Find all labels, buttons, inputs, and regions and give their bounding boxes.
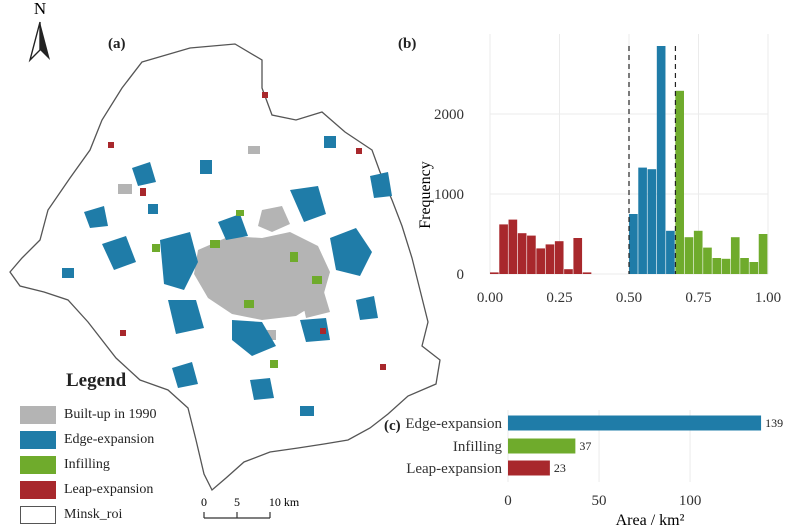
- area-bar: [508, 415, 762, 431]
- leap-expansion-areas: [108, 92, 386, 370]
- hist-bar: [527, 235, 536, 274]
- area-bar: [508, 438, 576, 454]
- hist-bar: [554, 241, 564, 274]
- legend-label: Edge-expansion: [64, 432, 155, 447]
- legend-item-edge: Edge-expansion: [20, 431, 154, 449]
- hist-bar: [758, 234, 768, 274]
- histogram-ylabel: Frequency: [417, 161, 434, 229]
- area-bar-chart: 0 50 100 Edge-expansion 139 Infilling 37 Leap-e…: [405, 410, 783, 528]
- hist-ytick-label: 1000: [434, 187, 464, 203]
- hist-bar: [666, 230, 675, 274]
- hist-bar: [629, 214, 638, 274]
- hist-bar: [693, 230, 703, 274]
- area-value-label: 23: [554, 461, 566, 475]
- area-xlabel: Area / km²: [616, 512, 685, 528]
- legend-label: Minsk_roi: [64, 507, 123, 522]
- area-bar: [508, 460, 550, 476]
- hist-xtick-label: 1.00: [755, 290, 781, 306]
- hist-bar: [499, 224, 508, 274]
- scale-label-0: 0: [201, 495, 207, 509]
- hist-bar: [675, 90, 684, 274]
- legend-item-roi: Minsk_roi: [20, 506, 122, 524]
- legend-item-leap: Leap-expansion: [20, 481, 153, 499]
- scale-bar: [203, 512, 271, 519]
- legend-swatch-roi: [20, 506, 56, 524]
- hist-bar: [582, 272, 592, 274]
- area-xtick-label: 50: [592, 493, 607, 509]
- hist-ytick-label: 2000: [434, 107, 464, 123]
- area-category-label: Leap-expansion: [406, 461, 502, 477]
- hist-bar: [647, 169, 657, 274]
- hist-bar: [517, 233, 527, 274]
- hist-xtick-label: 0.00: [477, 290, 503, 306]
- legend-item-builtup: Built-up in 1990: [20, 406, 157, 424]
- hist-xtick-label: 0.50: [616, 290, 642, 306]
- area-value-label: 139: [765, 416, 783, 430]
- area-value-label: 37: [579, 439, 591, 453]
- area-category-label: Edge-expansion: [405, 416, 502, 432]
- legend-swatch-edge: [20, 431, 56, 449]
- hist-bar: [545, 244, 555, 274]
- map-panel: N 0 5 10 km: [9, 0, 441, 519]
- legend-swatch-leap: [20, 481, 56, 499]
- histogram-chart: 0.00 0.25 0.50 0.75 1.00 0 1000 2000 Frequency: [417, 34, 781, 306]
- legend-label: Leap-expansion: [64, 482, 154, 497]
- hist-bar: [749, 262, 759, 274]
- scale-label-5: 5: [234, 495, 240, 509]
- hist-bar: [721, 258, 731, 274]
- hist-bar: [508, 219, 518, 274]
- hist-bar: [730, 237, 740, 274]
- hist-xtick-label: 0.75: [685, 290, 711, 306]
- scale-label-10: 10 km: [269, 495, 300, 509]
- panel-a-label: (a): [108, 36, 126, 52]
- panel-b-label: (b): [398, 36, 417, 52]
- legend-item-infilling: Infilling: [20, 456, 110, 474]
- hist-bar: [712, 258, 722, 274]
- area-xtick-label: 0: [504, 493, 512, 509]
- hist-bar: [740, 258, 749, 274]
- legend-label: Infilling: [64, 457, 110, 472]
- hist-ytick-label: 0: [457, 267, 465, 283]
- hist-bar: [490, 272, 499, 274]
- hist-xtick-label: 0.25: [546, 290, 572, 306]
- area-category-label: Infilling: [453, 439, 503, 455]
- hist-bar: [573, 238, 583, 274]
- legend-label: Built-up in 1990: [64, 407, 157, 422]
- infilling-areas: [152, 210, 322, 368]
- panel-c-label: (c): [384, 418, 401, 434]
- legend-title: Legend: [66, 370, 127, 391]
- hist-bar: [703, 247, 712, 274]
- legend-swatch-builtup: [20, 406, 56, 424]
- north-label: N: [34, 0, 46, 18]
- edge-expansion-areas: [62, 136, 392, 416]
- legend-swatch-infilling: [20, 456, 56, 474]
- hist-bar: [536, 248, 545, 274]
- hist-bar: [656, 46, 666, 274]
- area-xtick-label: 100: [679, 493, 702, 509]
- hist-bar: [684, 237, 694, 274]
- hist-bar: [564, 269, 573, 274]
- hist-bar: [638, 167, 647, 274]
- north-arrow-icon: [28, 21, 50, 63]
